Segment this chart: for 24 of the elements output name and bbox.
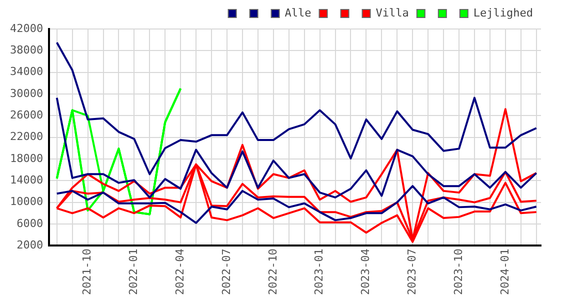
x-tick-label: 2022-01: [127, 248, 140, 295]
x-tick-label: 2023-10: [452, 248, 465, 295]
legend-label: Alle: [284, 6, 312, 20]
y-tick-label: 2000: [16, 238, 44, 252]
x-tick-label: 2024-01: [498, 248, 512, 295]
y-tick-label: 10000: [10, 195, 44, 208]
x-tick-label: 2023-01: [312, 248, 326, 295]
x-tick-label: 2022-10: [266, 248, 280, 295]
x-tick-label: 2023-04: [359, 248, 372, 295]
y-tick-label: 14000: [10, 174, 44, 187]
legend-label: Villa: [376, 6, 409, 20]
y-tick-label: 22000: [10, 130, 44, 144]
y-tick-label: 38000: [10, 44, 44, 57]
x-tick-label: 2023-07: [405, 248, 418, 295]
x-tick-label: 2022-07: [220, 248, 233, 295]
y-tick-label: 26000: [10, 108, 44, 122]
x-tick-label: 2022-04: [173, 248, 186, 295]
y-tick-label: 42000: [10, 22, 44, 35]
x-tick-label: 2021-10: [80, 248, 94, 295]
y-tick-label: 34000: [10, 65, 44, 78]
y-tick-label: 6000: [16, 216, 44, 230]
legend-label: Lejlighed: [473, 6, 534, 20]
y-tick-label: 18000: [10, 152, 44, 165]
y-tick-label: 30000: [10, 86, 44, 100]
